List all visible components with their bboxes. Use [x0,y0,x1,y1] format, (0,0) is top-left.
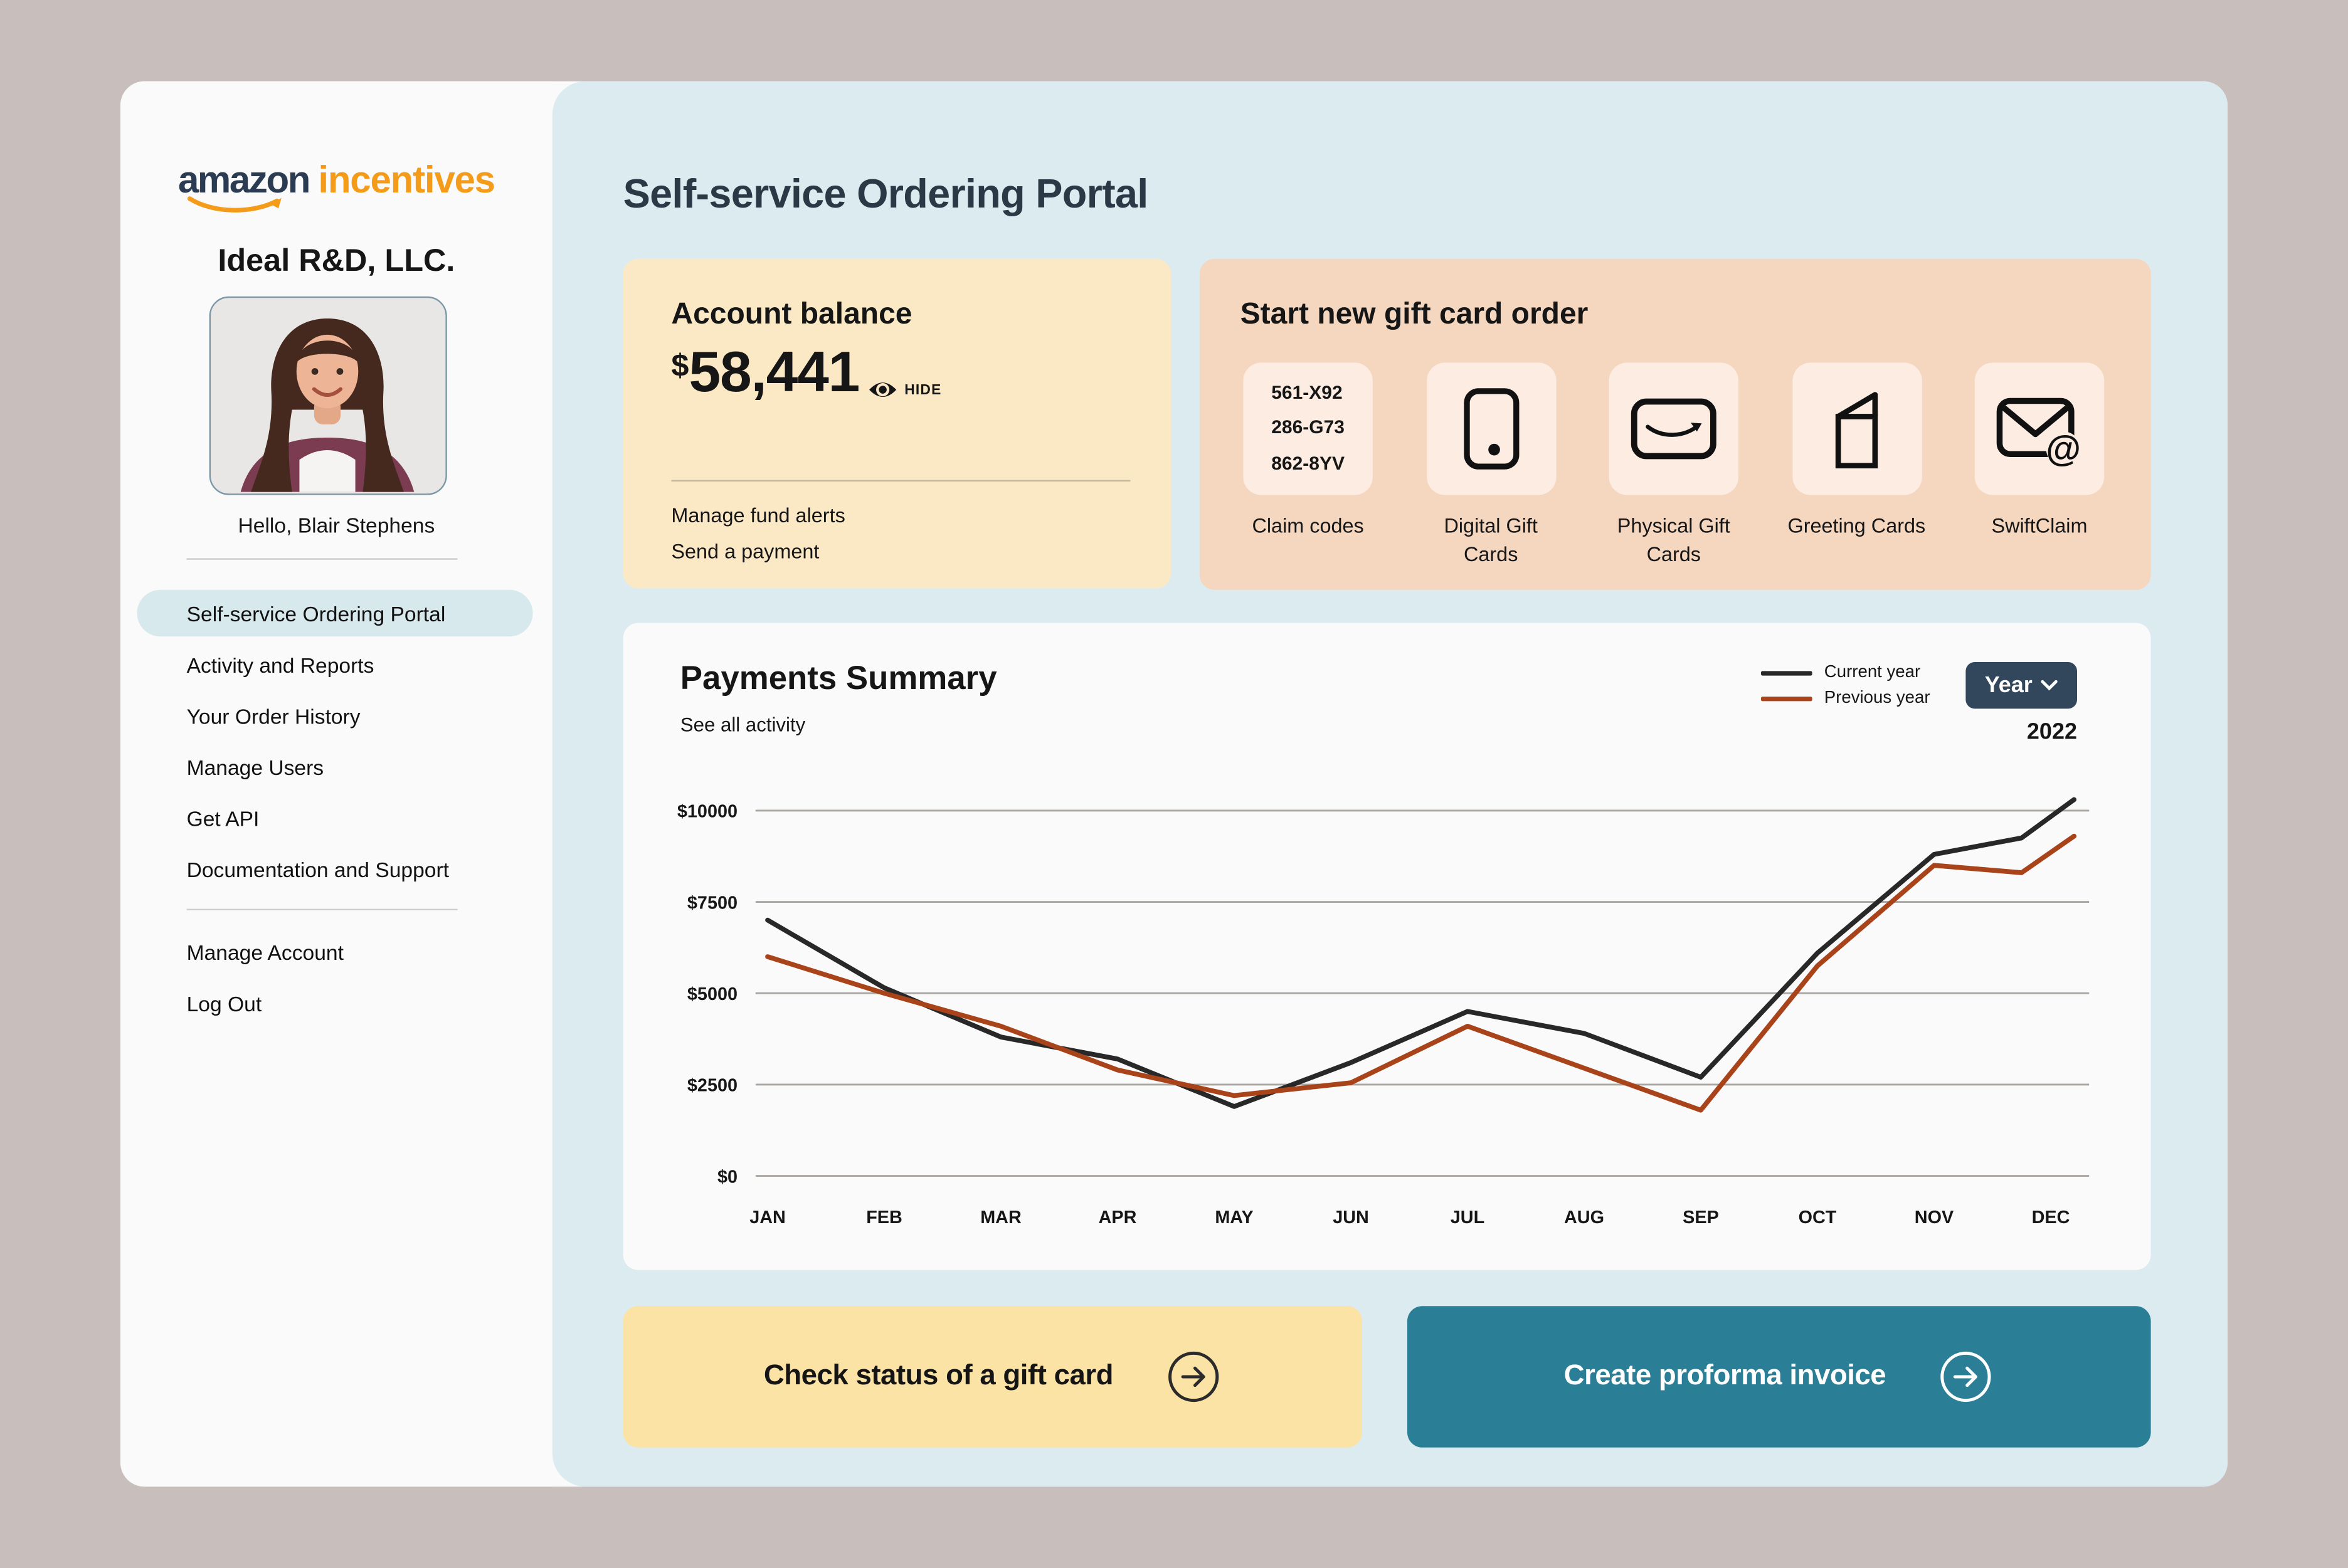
sidebar: amazon incentives Ideal R&D, LLC. [120,81,553,1487]
svg-text:FEB: FEB [866,1208,902,1228]
hide-label: HIDE [904,381,942,398]
account-balance-title: Account balance [671,298,912,331]
tile-unit-claim-codes: 561-X92 286-G73 862-8YV Claim codes [1243,362,1373,537]
sidebar-item-manage-account[interactable]: Manage Account [186,940,344,965]
svg-text:AUG: AUG [1564,1208,1604,1228]
avatar-portrait [211,298,444,492]
main-content: Self-service Ordering Portal Account bal… [552,81,2228,1487]
svg-text:MAR: MAR [980,1208,1022,1228]
chevron-down-icon [2041,680,2058,691]
svg-text:OCT: OCT [1799,1208,1837,1228]
gift-card-order-card: Start new gift card order 561-X92 286-G7… [1199,258,2151,590]
digital-gift-cards-label: Digital Gift Cards [1444,514,1538,566]
amazon-incentives-logo: amazon incentives [120,159,553,213]
payments-summary-card: Payments Summary See all activity Curren… [623,623,2151,1270]
send-a-payment-link[interactable]: Send a payment [671,540,820,563]
app-window: amazon incentives Ideal R&D, LLC. [120,81,2228,1487]
manage-fund-alerts-link[interactable]: Manage fund alerts [671,504,845,527]
sidebar-item-log-out[interactable]: Log Out [186,991,262,1016]
svg-text:$2500: $2500 [687,1076,738,1096]
page-title: Self-service Ordering Portal [623,171,1149,217]
sidebar-item-self-service-ordering-portal[interactable]: Self-service Ordering Portal [120,588,553,639]
sidebar-item-manage-users[interactable]: Manage Users [186,755,324,780]
currency-symbol: $ [671,349,689,384]
eye-icon [869,382,897,397]
claim-codes-list: 561-X92 286-G73 862-8YV [1271,382,1345,473]
tile-unit-swiftclaim: @ SwiftClaim [1974,362,2105,537]
svg-text:@: @ [2046,429,2081,468]
sidebar-divider-bottom [186,908,458,910]
payments-chart: $0 $2500 $5000 $7500 $10000 JAN FEB MAR APR MAY JU… [677,797,2090,1228]
create-proforma-invoice-button[interactable]: Create proforma invoice [1407,1306,2151,1448]
legend-previous-year: Previous year [1761,689,1930,707]
greeting-card-icon [1834,392,1878,469]
claim-codes-label: Claim codes [1252,514,1364,537]
svg-text:NOV: NOV [1915,1208,1954,1228]
svg-text:DEC: DEC [2032,1208,2070,1228]
sidebar-menu: Self-service Ordering Portal Activity an… [120,588,553,895]
chart-legend: Current year Previous year [1761,663,1930,707]
sidebar-divider-top [186,558,458,560]
amazon-wordmark: amazon [178,159,310,213]
svg-text:JUL: JUL [1451,1208,1484,1228]
digital-gift-cards-tile[interactable] [1426,362,1556,495]
company-name: Ideal R&D, LLC. [218,243,455,279]
greeting-cards-tile[interactable] [1792,362,1922,495]
selected-year: 2022 [2026,719,2078,745]
see-all-activity-link[interactable]: See all activity [680,713,806,736]
sidebar-item-activity-and-reports[interactable]: Activity and Reports [186,653,374,677]
sidebar-item-documentation-and-support[interactable]: Documentation and Support [186,858,450,882]
tile-unit-digital-gift-cards: Digital Gift Cards [1426,362,1556,566]
envelope-at-icon: @ [1996,397,2081,468]
check-gift-card-status-button[interactable]: Check status of a gift card [623,1306,1362,1448]
incentives-wordmark: incentives [318,159,495,202]
swiftclaim-tile[interactable]: @ [1974,362,2105,495]
claim-codes-tile[interactable]: 561-X92 286-G73 862-8YV [1243,362,1373,495]
avatar [209,296,447,495]
arrow-right-circle-icon [1168,1351,1219,1402]
balance-value: 58,441 [689,341,860,405]
amazon-smile-icon [188,196,282,213]
phone-icon [1463,388,1519,470]
gift-card-smile-icon [1631,398,1716,460]
gift-card-order-title: Start new gift card order [1240,298,1589,331]
svg-text:$5000: $5000 [687,984,738,1004]
sidebar-item-your-order-history[interactable]: Your Order History [186,704,361,729]
tile-unit-greeting-cards: Greeting Cards [1788,362,1925,537]
swiftclaim-label: SwiftClaim [1991,514,2088,537]
physical-gift-cards-label: Physical Gift Cards [1617,514,1730,566]
svg-text:MAY: MAY [1215,1208,1253,1228]
svg-text:$10000: $10000 [677,802,738,822]
sidebar-menu-secondary: Manage Account Log Out [120,927,553,1029]
svg-text:JAN: JAN [749,1208,786,1228]
current-year-swatch [1761,670,1812,675]
arrow-right-circle-icon [1940,1351,1991,1402]
account-balance-card: Account balance $ 58,441 HIDE [623,258,1171,589]
previous-year-swatch [1761,696,1812,701]
user-greeting: Hello, Blair Stephens [238,513,435,537]
legend-current-year: Current year [1761,663,1930,681]
sidebar-item-get-api[interactable]: Get API [186,806,260,831]
tile-unit-physical-gift-cards: Physical Gift Cards [1609,362,1738,566]
svg-text:$0: $0 [717,1167,738,1187]
svg-text:$7500: $7500 [687,893,738,913]
payments-summary-title: Payments Summary [680,659,997,697]
year-dropdown-button[interactable]: Year [1965,662,2078,709]
account-balance-amount: $ 58,441 HIDE [671,345,1130,402]
svg-text:APR: APR [1099,1208,1137,1228]
svg-text:JUN: JUN [1333,1208,1369,1228]
svg-text:SEP: SEP [1683,1208,1719,1228]
greeting-cards-label: Greeting Cards [1787,514,1926,537]
hide-balance-toggle[interactable]: HIDE [869,379,942,401]
balance-divider [671,480,1131,481]
physical-gift-cards-tile[interactable] [1609,362,1738,495]
